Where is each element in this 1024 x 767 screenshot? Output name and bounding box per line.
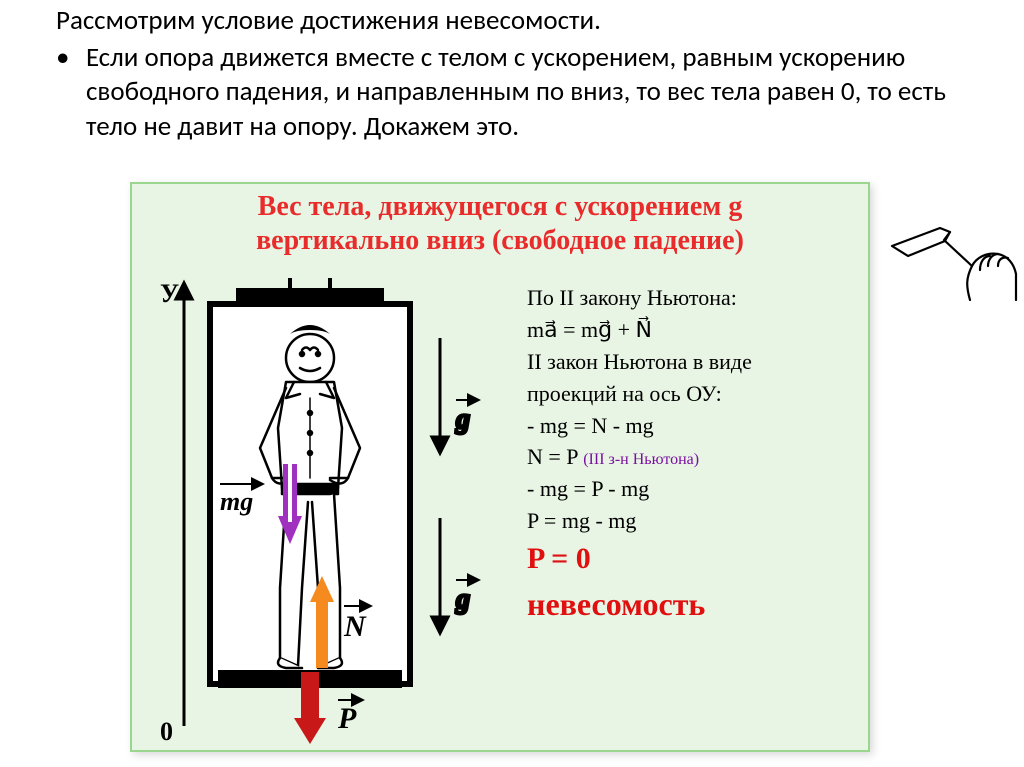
proof-l10: невесомость xyxy=(527,581,862,627)
axis-zero-label: 0 xyxy=(160,717,173,746)
proof-l9: P = 0 xyxy=(527,537,862,581)
proof-l6a: N = P xyxy=(527,444,583,469)
diagram-title: Вес тела, движущегося с ускорением g вер… xyxy=(132,184,868,262)
axis-y-label: У xyxy=(160,279,179,308)
proof-l4: проекций на ось ОУ: xyxy=(527,378,862,410)
proof-l2: ma⃗ = mg⃗ + N⃗ xyxy=(527,314,862,346)
svg-text:P: P xyxy=(337,702,357,735)
proof-l8: P = mg - mg xyxy=(527,505,862,537)
proof-l6b: (III з-н Ньютона) xyxy=(583,451,699,468)
slide-root: Рассмотрим условие достижения невесомост… xyxy=(0,0,1024,767)
diagram-proof: По II закону Ньютона: ma⃗ = mg⃗ + N⃗ II … xyxy=(527,282,862,627)
g-vectors: g g xyxy=(440,338,474,626)
proof-l7: - mg = P - mg xyxy=(527,473,862,505)
svg-text:g: g xyxy=(455,584,470,615)
diagram-panel: Вес тела, движущегося с ускорением g вер… xyxy=(130,182,870,752)
proof-l3: II закон Ньютона в виде xyxy=(527,346,862,378)
intro-block: Рассмотрим условие достижения невесомост… xyxy=(0,0,1024,144)
svg-text:mg: mg xyxy=(220,487,253,516)
intro-bullet: • Если опора движется вместе с телом с у… xyxy=(50,41,974,145)
bullet-dot: • xyxy=(50,41,86,145)
proof-l5: - mg = N - mg xyxy=(527,410,862,442)
intro-bullet-text: Если опора движется вместе с телом с уск… xyxy=(86,41,974,145)
svg-text:g: g xyxy=(455,404,470,435)
intro-line1: Рассмотрим условие достижения невесомост… xyxy=(50,4,974,39)
diagram-title-l1: Вес тела, движущегося с ускорением g xyxy=(142,190,858,224)
proof-l6: N = P (III з-н Ньютона) xyxy=(527,441,862,473)
diagram-left: У 0 xyxy=(140,278,520,748)
proof-l1: По II закону Ньютона: xyxy=(527,282,862,314)
hand-icon xyxy=(880,206,1020,301)
diagram-title-l2: вертикально вниз (свободное падение) xyxy=(142,224,858,258)
svg-text:N: N xyxy=(343,610,367,643)
